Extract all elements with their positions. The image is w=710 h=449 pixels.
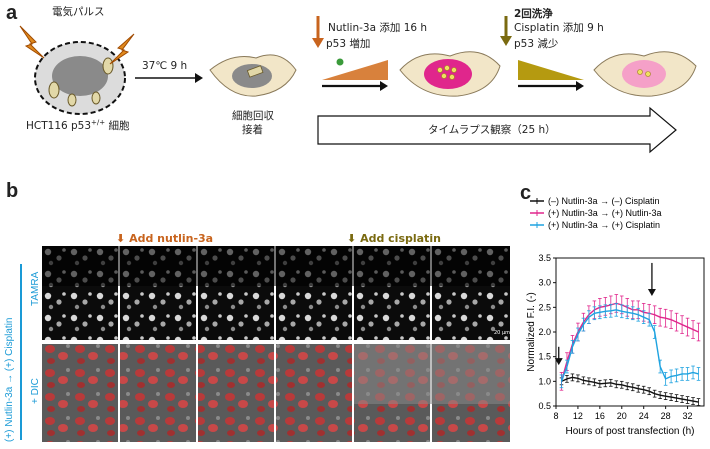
wash-label: 2回洗浄	[514, 8, 553, 20]
y-tick-label: 3.0	[538, 278, 551, 288]
dic-frame	[42, 344, 118, 442]
add-cisplatin-annotation: ⬇ Add cisplatin	[347, 232, 441, 245]
cell-line-label: HCT116 p53+/+ 細胞	[26, 118, 130, 133]
x-tick-label: 24	[639, 411, 649, 421]
lightning-icon	[19, 25, 45, 59]
timelapse-arrow	[317, 106, 677, 154]
dic-row	[42, 344, 510, 442]
y-tick-label: 1.5	[538, 352, 551, 362]
x-tick-label: 32	[683, 411, 693, 421]
nutlin-label-line1: Nutlin-3a 添加 16 h	[328, 22, 428, 34]
y-tick-label: 0.5	[538, 401, 551, 411]
schematic-figure	[19, 16, 697, 154]
series-line	[560, 302, 699, 382]
row-label-tamra: TAMRA	[30, 271, 41, 306]
dic-frame	[120, 344, 196, 442]
condition-label: (+) Nutlin-3a → (+) Cisplatin	[4, 317, 15, 442]
y-tick-label: 2.5	[538, 302, 551, 312]
x-tick-label: 20	[617, 411, 627, 421]
series-line	[560, 309, 699, 382]
p53-molecule-icon	[437, 65, 457, 80]
panel-c: c 8 12 16 20 24 28 32 0.5 1.0 1.5 2.0 2.5 3.0 3.5 Hour…	[520, 180, 710, 449]
series-line	[561, 376, 699, 403]
cisplatin-label-line2: p53 減少	[514, 38, 559, 50]
x-tick-label: 28	[661, 411, 671, 421]
y-tick-label: 3.5	[538, 253, 551, 263]
fluorescence-chart: 8 12 16 20 24 28 32 0.5 1.0 1.5 2.0 2.5 3.0 3.5 Hours …	[526, 196, 705, 437]
legend-label: (+) Nutlin-3a → (+) Cisplatin	[548, 220, 660, 230]
panel-c-label: c	[520, 182, 532, 204]
nutlin-label-line2: p53 増加	[326, 38, 371, 50]
harvest-label-line2: 接着	[242, 124, 263, 136]
x-tick-label: 16	[595, 411, 605, 421]
panel-b: b ⬇ Add nutlin-3a ⬇ Add cisplatin (+) Nu…	[0, 180, 520, 449]
timelapse-label: タイムラプス観察（25 h）	[428, 124, 556, 136]
nutlin-down-arrow-icon	[312, 38, 324, 48]
annotation-arrow-head	[647, 289, 656, 296]
dic-frame	[276, 344, 352, 442]
legend-label: (–) Nutlin-3a → (–) Cisplatin	[548, 196, 660, 206]
incubation-label: 37℃ 9 h	[142, 60, 188, 72]
panel-a: a	[0, 0, 710, 160]
tamra-row	[42, 246, 510, 340]
electroporation-nucleus	[52, 56, 108, 96]
nutlin-molecule-icon	[336, 58, 344, 66]
cisplatin-label-line1: Cisplatin 添加 9 h	[514, 22, 604, 34]
harvest-label-line1: 細胞回収	[232, 110, 274, 122]
p53-low-nucleus	[622, 60, 666, 88]
microscopy-grid	[42, 246, 510, 442]
y-tick-label: 1.0	[538, 376, 551, 386]
lightning-icon	[109, 33, 135, 65]
x-tick-label: 12	[573, 411, 583, 421]
x-axis-label: Hours of post transfection (h)	[566, 426, 695, 437]
y-tick-label: 2.0	[538, 327, 551, 337]
scale-bar-label: 20 µm	[494, 330, 511, 336]
nutlin-gradient-wedge	[322, 60, 388, 80]
p53-high-nucleus	[424, 59, 472, 89]
y-axis-label: Normalized F.I. (-)	[526, 292, 537, 371]
cisplatin-gradient-wedge	[518, 60, 584, 80]
nutlin-down-arrow-icon: ⬇	[116, 232, 126, 245]
x-tick-label: 8	[553, 411, 558, 421]
condition-bracket	[20, 264, 22, 440]
electroporation-label: 電気パルス	[52, 6, 105, 18]
cisplatin-down-arrow-icon: ⬇	[347, 232, 357, 245]
row-label-dic: + DIC	[30, 378, 41, 404]
panel-a-label: a	[6, 2, 18, 24]
dic-frame	[198, 344, 274, 442]
annotation-arrow-head	[554, 358, 563, 366]
add-nutlin-annotation: ⬇ Add nutlin-3a	[116, 232, 214, 245]
plasmid-icon	[48, 57, 114, 107]
cisplatin-down-arrow-icon	[500, 36, 512, 46]
legend-label: (+) Nutlin-3a → (+) Nutlin-3a	[548, 208, 662, 218]
panel-b-label: b	[6, 180, 19, 202]
